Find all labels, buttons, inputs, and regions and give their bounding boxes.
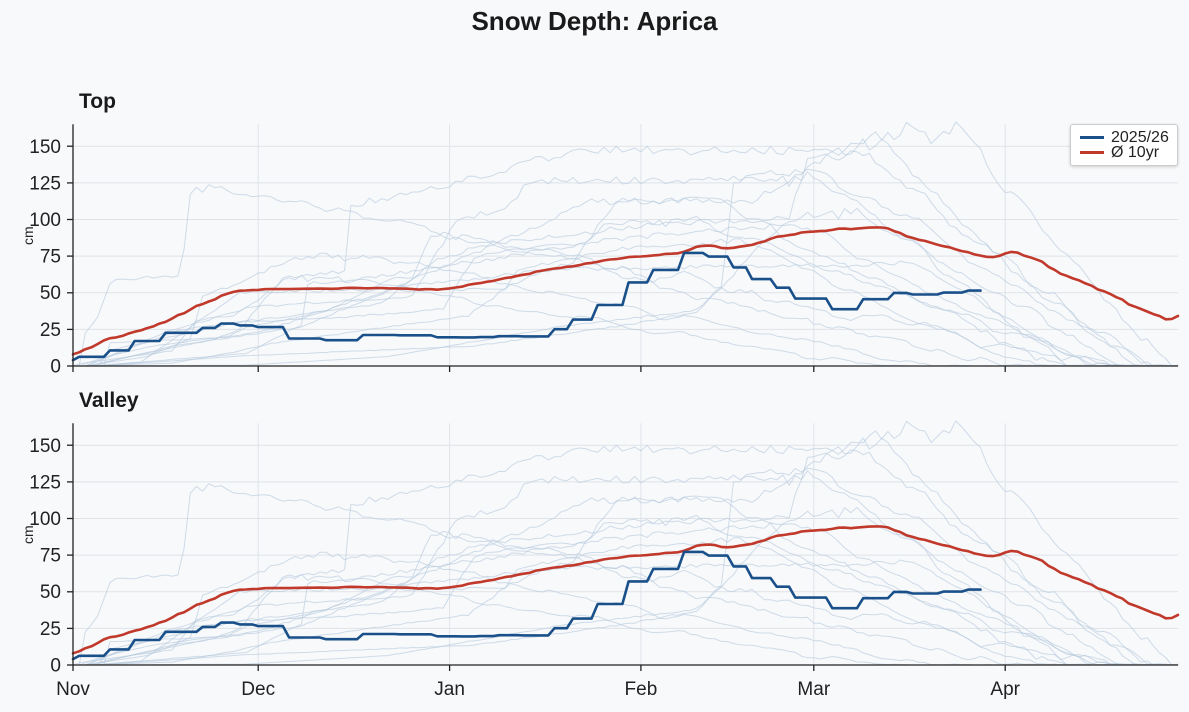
svg-text:Mar: Mar	[797, 679, 830, 700]
svg-text:50: 50	[40, 582, 61, 603]
svg-text:Apr: Apr	[990, 679, 1020, 700]
svg-text:Dec: Dec	[241, 679, 275, 700]
svg-text:150: 150	[29, 436, 61, 457]
svg-text:125: 125	[29, 472, 61, 493]
svg-text:Jan: Jan	[434, 679, 465, 700]
svg-text:25: 25	[40, 619, 61, 640]
svg-text:0: 0	[50, 656, 61, 677]
svg-text:Feb: Feb	[625, 679, 658, 700]
svg-text:100: 100	[29, 509, 61, 530]
svg-text:75: 75	[40, 546, 61, 567]
svg-text:Nov: Nov	[56, 679, 90, 700]
